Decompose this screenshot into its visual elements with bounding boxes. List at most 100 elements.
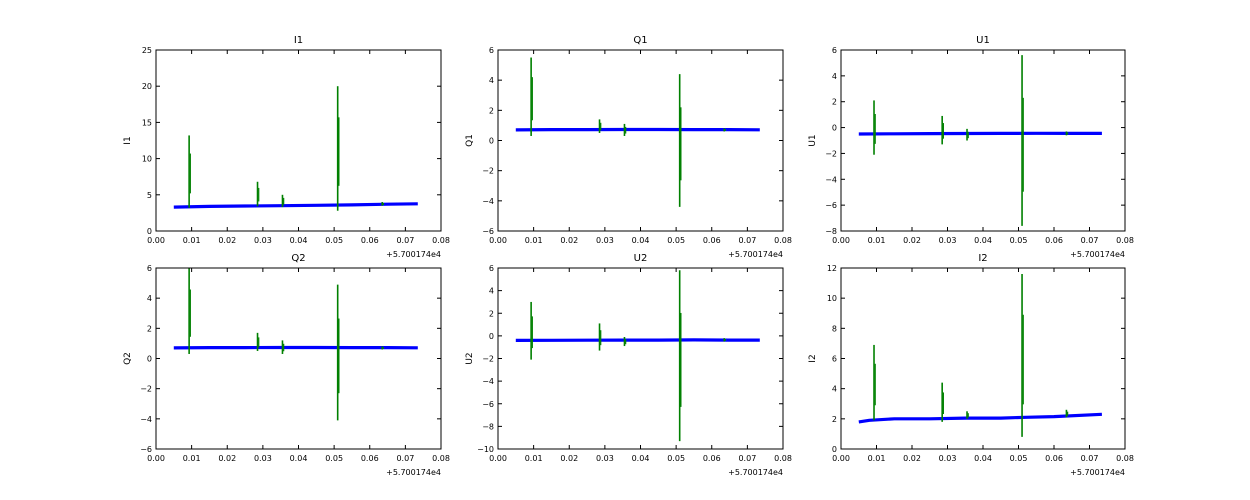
x-tick-label: 0.06 <box>361 236 379 245</box>
x-offset-label: +5.700174e4 <box>386 468 441 477</box>
x-tick-label: 0.03 <box>939 236 957 245</box>
x-tick-label: 0.00 <box>147 236 165 245</box>
x-offset-label: +5.700174e4 <box>1070 468 1125 477</box>
y-tick-label: −6 <box>140 445 152 454</box>
x-tick-label: 0.02 <box>903 236 921 245</box>
x-tick-label: 0.04 <box>290 236 308 245</box>
y-tick-label: 0 <box>147 355 152 364</box>
x-tick-label: 0.00 <box>489 454 507 463</box>
x-tick-label: 0.07 <box>738 236 756 245</box>
y-tick-label: 6 <box>489 46 494 55</box>
x-tick-label: 0.08 <box>774 454 792 463</box>
y-tick-label: 6 <box>832 355 837 364</box>
y-tick-label: −2 <box>825 149 837 158</box>
y-tick-label: −4 <box>140 415 152 424</box>
y-tick-label: −6 <box>482 227 494 236</box>
y-tick-label: 2 <box>832 98 837 107</box>
x-tick-label: 0.03 <box>596 454 614 463</box>
x-tick-label: 0.07 <box>738 454 756 463</box>
y-tick-label: 4 <box>489 76 494 85</box>
subplot-U2: 0.00 0.01 0.02 0.03 0.04 0.05 0.06 0.07 0.08 −10 −… <box>465 253 792 477</box>
y-tick-label: 15 <box>142 118 152 127</box>
y-tick-label: 2 <box>489 309 494 318</box>
x-tick-label: 0.03 <box>596 236 614 245</box>
y-tick-label: 6 <box>832 46 837 55</box>
axes-frame <box>840 267 1126 450</box>
x-tick-label: 0.08 <box>1116 454 1134 463</box>
x-tick-label: 0.00 <box>489 236 507 245</box>
x-tick-label: 0.03 <box>939 454 957 463</box>
axes-frame <box>497 267 784 450</box>
y-tick-label: 4 <box>147 294 152 303</box>
y-tick-label: 12 <box>827 264 837 273</box>
y-tick-label: −2 <box>482 355 494 364</box>
x-tick-label: 0.06 <box>703 454 721 463</box>
y-tick-label: −8 <box>825 227 837 236</box>
y-tick-label: −6 <box>482 400 494 409</box>
subplot-title: U1 <box>976 35 990 46</box>
x-tick-label: 0.01 <box>183 454 201 463</box>
y-tick-label: 10 <box>142 155 152 164</box>
x-tick-label: 0.04 <box>290 454 308 463</box>
x-tick-label: 0.01 <box>525 454 543 463</box>
x-tick-label: 0.00 <box>832 454 850 463</box>
x-tick-label: 0.02 <box>218 236 236 245</box>
x-tick-label: 0.07 <box>396 236 414 245</box>
x-tick-label: 0.04 <box>632 236 650 245</box>
y-axis-label: Q1 <box>465 134 475 147</box>
x-tick-label: 0.06 <box>1045 236 1063 245</box>
x-tick-label: 0.03 <box>254 236 272 245</box>
x-tick-label: 0.08 <box>774 236 792 245</box>
x-tick-label: 0.08 <box>1116 236 1134 245</box>
series-line-blue <box>858 131 1102 136</box>
y-tick-label: 25 <box>142 46 152 55</box>
y-axis-label: U1 <box>808 134 818 146</box>
y-tick-label: 8 <box>832 324 837 333</box>
y-tick-label: 0 <box>147 227 152 236</box>
x-tick-label: 0.06 <box>703 236 721 245</box>
series-line-blue <box>515 338 760 342</box>
y-tick-label: 20 <box>142 82 152 91</box>
series-line-blue <box>173 202 418 209</box>
x-tick-label: 0.04 <box>974 236 992 245</box>
x-tick-label: 0.04 <box>632 454 650 463</box>
subplot-title: I2 <box>978 253 987 264</box>
x-tick-label: 0.04 <box>974 454 992 463</box>
x-tick-label: 0.03 <box>254 454 272 463</box>
y-tick-label: −4 <box>482 377 494 386</box>
x-tick-label: 0.08 <box>432 454 450 463</box>
x-tick-label: 0.05 <box>667 236 685 245</box>
y-axis-label: I2 <box>808 354 818 362</box>
x-tick-label: 0.05 <box>1010 454 1028 463</box>
x-tick-label: 0.06 <box>1045 454 1063 463</box>
x-tick-label: 0.01 <box>525 236 543 245</box>
subplot-U1: 0.00 0.01 0.02 0.03 0.04 0.05 0.06 0.07 0.08 −8 −6… <box>808 35 1134 259</box>
axes-frame <box>497 49 784 232</box>
x-offset-label: +5.700174e4 <box>1070 250 1125 259</box>
y-tick-label: 10 <box>827 294 837 303</box>
subplot-Q2: 0.00 0.01 0.02 0.03 0.04 0.05 0.06 0.07 0.08 −6 −4… <box>123 253 450 477</box>
x-tick-label: 0.00 <box>147 454 165 463</box>
subplot-title: Q2 <box>291 253 305 264</box>
x-tick-label: 0.01 <box>183 236 201 245</box>
y-tick-label: 4 <box>832 72 837 81</box>
subplot-title: U2 <box>634 253 648 264</box>
x-tick-label: 0.07 <box>1081 236 1099 245</box>
x-offset-label: +5.700174e4 <box>728 250 783 259</box>
subplot-title: I1 <box>294 35 303 46</box>
y-tick-label: 0 <box>489 332 494 341</box>
y-tick-label: 0 <box>832 445 837 454</box>
y-axis-label: U2 <box>465 352 475 364</box>
x-tick-label: 0.02 <box>903 454 921 463</box>
y-tick-label: 2 <box>147 324 152 333</box>
y-tick-label: 0 <box>489 137 494 146</box>
x-tick-label: 0.05 <box>667 454 685 463</box>
x-tick-label: 0.01 <box>868 454 886 463</box>
y-tick-label: 4 <box>832 385 837 394</box>
y-tick-label: 2 <box>832 415 837 424</box>
axes-frame <box>155 267 442 450</box>
y-tick-label: 6 <box>489 264 494 273</box>
subplot-title: Q1 <box>633 35 647 46</box>
y-tick-label: −8 <box>482 422 494 431</box>
